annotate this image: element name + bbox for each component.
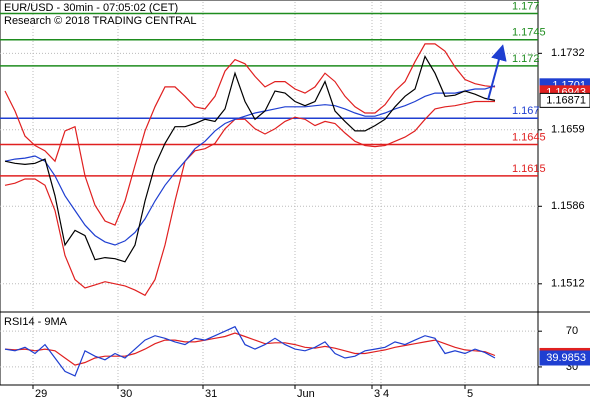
y-tick-label: 1.1659 — [551, 124, 585, 136]
y-tick-label: 1.1586 — [551, 200, 585, 212]
value-marker — [539, 92, 590, 108]
level-label: 1.1615 — [512, 163, 546, 175]
series-line — [4, 325, 496, 377]
forecast-arrow — [487, 44, 507, 101]
series-line — [4, 43, 496, 226]
y-tick-label: 1.1512 — [551, 278, 585, 290]
level-label: 1.1745 — [512, 27, 546, 39]
series-line — [4, 100, 495, 297]
x-tick-label: 31 — [205, 388, 217, 400]
series-line — [4, 332, 496, 366]
x-tick-label: 29 — [35, 388, 47, 400]
chart-subtitle: Research © 2018 TRADING CENTRAL — [4, 15, 197, 27]
rsi-title: RSI14 - 9MA — [4, 316, 68, 328]
x-tick-label: 30 — [120, 388, 132, 400]
level-label: 1.172 — [512, 53, 540, 65]
x-tick-label: 5 — [467, 388, 473, 400]
y-tick-label: 1.1732 — [551, 47, 585, 59]
value-marker-label: 39.9853 — [546, 352, 586, 364]
plot-frame — [0, 0, 539, 386]
level-label: 1.167 — [512, 105, 540, 117]
value-marker — [539, 350, 590, 366]
level-label: 1.1645 — [512, 131, 546, 143]
x-tick-label: 3 — [374, 388, 380, 400]
value-marker-label: 1.16871 — [546, 94, 586, 106]
y-tick-label: 70 — [566, 325, 578, 337]
x-tick-label: 4 — [383, 388, 389, 400]
level-label: 1.177 — [512, 0, 540, 12]
series-line — [4, 55, 496, 263]
x-tick-label: Jun — [297, 388, 315, 400]
series-line — [4, 85, 496, 246]
chart-title: EUR/USD - 30min - 07:05:02 (CET) — [4, 2, 178, 14]
